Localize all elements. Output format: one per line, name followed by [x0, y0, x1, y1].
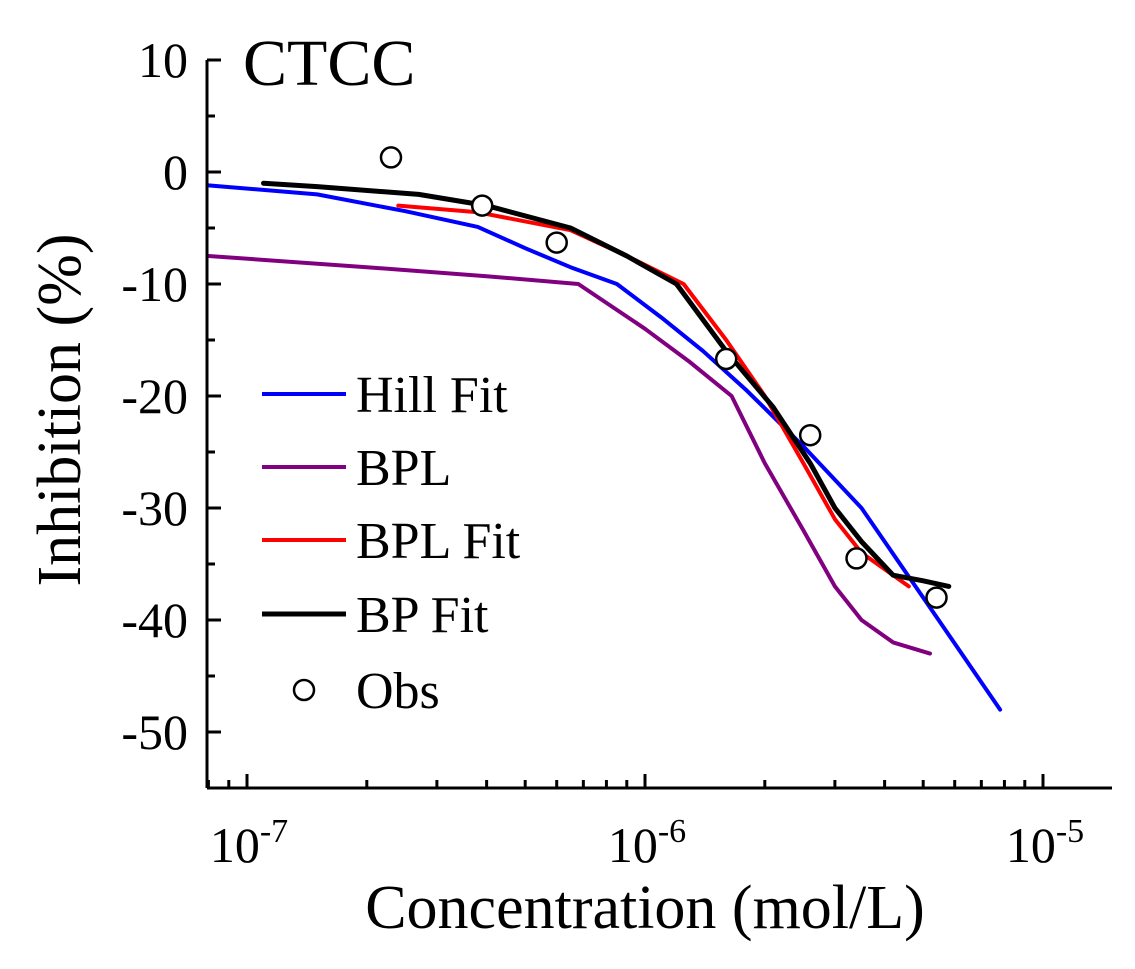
obs-point [470, 194, 494, 217]
y-tick-label: -20 [121, 368, 188, 424]
legend-label-hill-fit: Hill Fit [356, 367, 508, 424]
legend-label-bpl: BPL [356, 440, 451, 497]
y-tick-label: -50 [121, 704, 188, 760]
legend-label-bp-fit: BP Fit [356, 587, 489, 644]
obs-point [845, 547, 868, 570]
legend-label-obs: Obs [356, 663, 440, 720]
series-line-bpl [206, 254, 932, 656]
obs-point [545, 231, 568, 254]
x-tick-label: 10-7 [210, 813, 288, 873]
y-tick-label: 0 [163, 144, 188, 200]
y-tick-label: -40 [121, 592, 188, 648]
series-line-bpl-fit [396, 203, 911, 589]
obs-point [714, 347, 738, 371]
chart-title: CTCC [243, 27, 415, 100]
y-tick-label: -10 [121, 256, 188, 312]
legend-label-bpl-fit: BPL Fit [356, 513, 521, 570]
obs-point [925, 586, 948, 609]
x-axis-label: Concentration (mol/L) [365, 874, 925, 942]
axes-layer: 10 0 -10 -20 -30 -40 -50 10-7 10-6 10-5 [121, 32, 1112, 873]
y-tick-label: -30 [121, 480, 188, 536]
x-tick-label: 10-5 [1006, 813, 1084, 873]
obs-point [798, 423, 822, 447]
legend: Hill Fit BPL BPL Fit BP Fit Obs [262, 367, 521, 720]
series-layer [206, 146, 1003, 712]
y-tick-label: 10 [138, 32, 188, 88]
obs-point [379, 146, 403, 169]
y-axis-label: Inhibition (%) [26, 234, 94, 587]
x-tick-label: 10-6 [608, 813, 686, 873]
series-line-hill-fit [206, 183, 1003, 712]
legend-swatch-obs [292, 678, 316, 702]
